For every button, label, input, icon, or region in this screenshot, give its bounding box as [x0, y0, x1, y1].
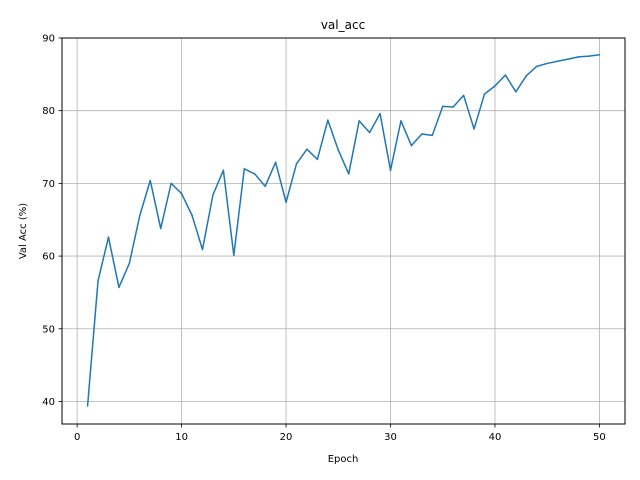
- y-axis-label: Val Acc (%): [18, 203, 29, 259]
- data-point: [233, 254, 235, 257]
- data-point: [264, 185, 266, 188]
- data-point: [337, 149, 340, 151]
- data-point: [107, 236, 110, 238]
- y-tick-label: 50: [42, 324, 55, 335]
- data-point: [441, 105, 444, 108]
- y-tick-label: 90: [42, 34, 55, 45]
- data-point: [379, 112, 381, 115]
- data-point: [421, 133, 423, 135]
- data-point: [598, 53, 601, 56]
- data-point: [410, 144, 413, 147]
- data-point: [170, 182, 172, 185]
- data-point: [473, 128, 475, 130]
- data-point: [139, 214, 141, 217]
- data-point: [212, 194, 214, 196]
- data-point: [327, 119, 329, 121]
- data-point: [358, 120, 360, 122]
- data-point: [316, 158, 319, 161]
- data-point: [462, 94, 465, 97]
- x-tick-label: 50: [593, 432, 606, 443]
- data-point: [515, 91, 517, 93]
- data-point: [535, 65, 538, 68]
- y-tick-label: 60: [42, 252, 55, 263]
- data-point: [452, 106, 454, 108]
- data-point: [253, 173, 256, 175]
- data-point: [494, 85, 496, 87]
- chart-title: val_acc: [321, 18, 365, 32]
- data-point: [86, 405, 89, 407]
- data-point: [222, 169, 225, 172]
- data-point: [274, 161, 277, 164]
- data-point: [295, 163, 298, 165]
- data-point: [368, 131, 371, 134]
- data-point: [556, 60, 559, 63]
- data-point: [97, 280, 99, 282]
- data-point: [180, 192, 183, 195]
- plot-frame: [61, 37, 626, 425]
- data-point: [389, 169, 392, 172]
- data-point: [243, 168, 246, 170]
- x-tick-label: 30: [384, 432, 397, 443]
- y-tick-label: 80: [42, 106, 55, 117]
- data-point: [128, 262, 131, 265]
- x-tick-label: 0: [74, 432, 80, 443]
- data-point: [159, 227, 162, 230]
- data-point: [201, 248, 204, 251]
- data-point: [504, 74, 507, 76]
- data-point: [285, 201, 287, 204]
- data-point: [588, 55, 590, 57]
- y-tick-label: 70: [42, 179, 55, 190]
- x-axis-label: Epoch: [328, 454, 359, 465]
- x-tick-label: 20: [280, 432, 293, 443]
- x-tick-label: 10: [175, 432, 188, 443]
- y-tick-label: 40: [42, 397, 55, 408]
- data-point: [431, 134, 434, 137]
- ticks: 0 10 20 30 40 50 40 50 60 70 80 90: [42, 34, 606, 444]
- data-point: [525, 75, 528, 77]
- data-point: [306, 148, 308, 150]
- data-point: [567, 58, 569, 60]
- data-point: [149, 179, 152, 182]
- data-point: [400, 120, 402, 122]
- data-point: [546, 62, 548, 65]
- data-point: [347, 173, 350, 175]
- series-line-group: [86, 53, 601, 407]
- x-tick-label: 40: [489, 432, 502, 443]
- data-point: [577, 56, 580, 58]
- data-point: [118, 286, 120, 289]
- data-point: [191, 214, 193, 217]
- data-point: [483, 93, 486, 95]
- series-line: [86, 53, 600, 406]
